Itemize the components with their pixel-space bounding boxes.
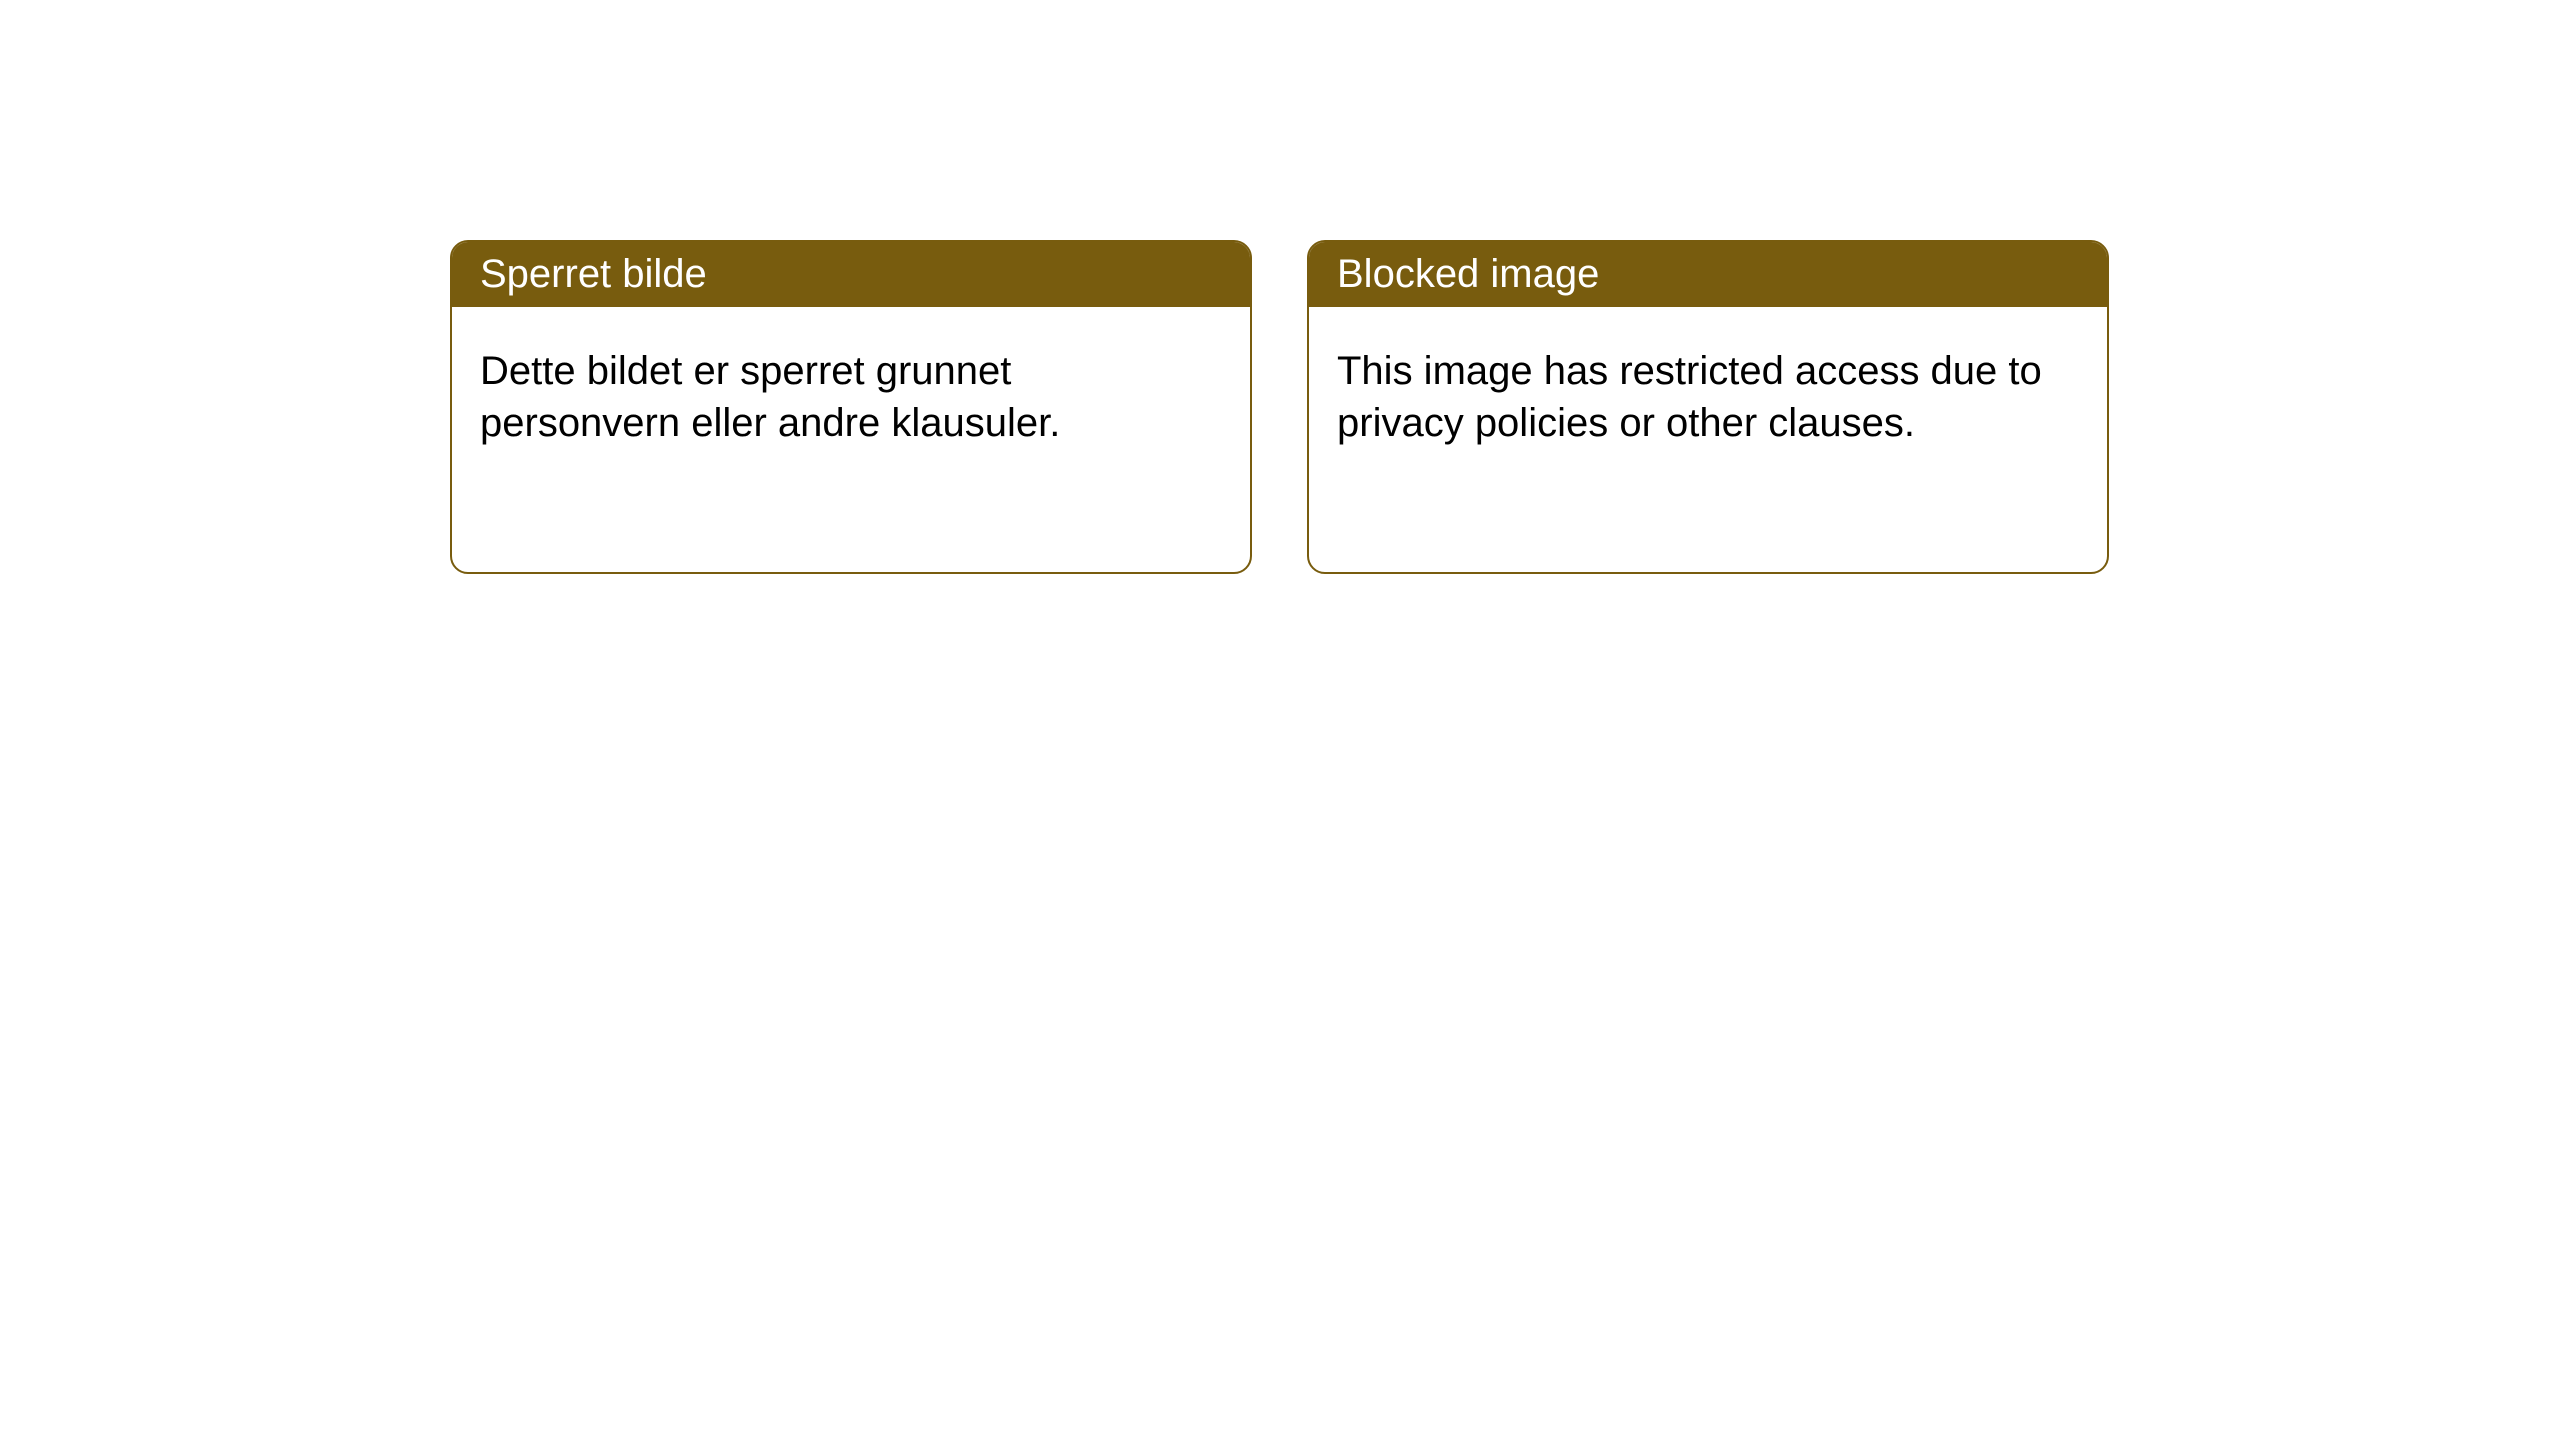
notice-card-english: Blocked image This image has restricted … xyxy=(1307,240,2109,574)
notice-title-english: Blocked image xyxy=(1309,242,2107,307)
notice-card-norwegian: Sperret bilde Dette bildet er sperret gr… xyxy=(450,240,1252,574)
notice-title-norwegian: Sperret bilde xyxy=(452,242,1250,307)
notice-body-english: This image has restricted access due to … xyxy=(1309,307,2107,487)
notice-body-norwegian: Dette bildet er sperret grunnet personve… xyxy=(452,307,1250,487)
notice-container: Sperret bilde Dette bildet er sperret gr… xyxy=(0,0,2560,574)
